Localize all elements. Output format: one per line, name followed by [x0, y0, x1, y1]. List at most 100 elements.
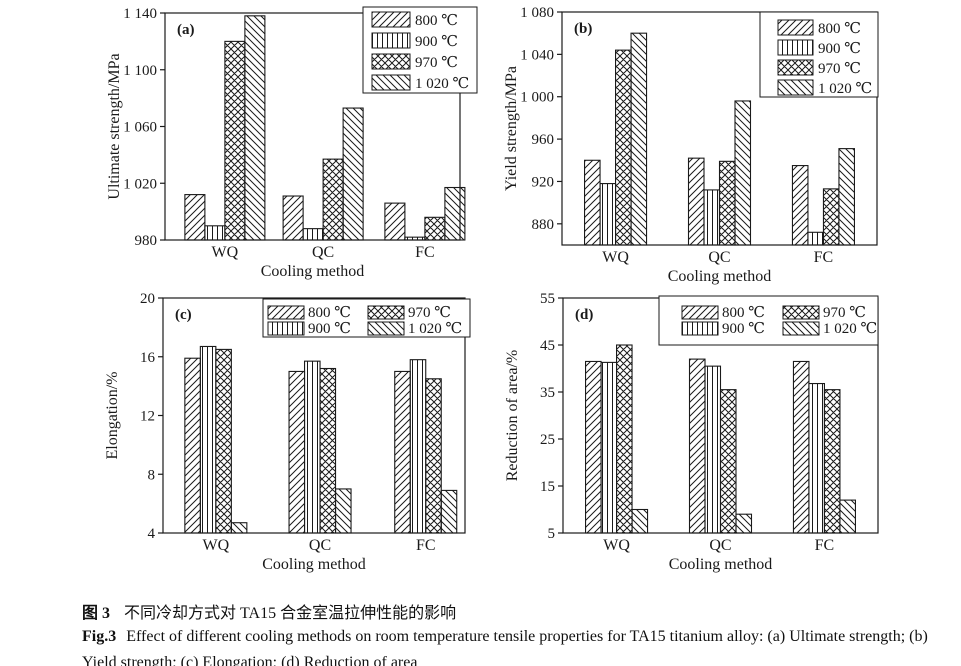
- panel-d: 5 15 25 35 45 55 WQ QC FC Cooling method Reduction…: [504, 291, 879, 573]
- bar-FC-1 020 ℃: [440, 489, 458, 534]
- bar-QC-900 ℃: [703, 189, 721, 246]
- bar-QC-1 020 ℃: [334, 488, 352, 534]
- bar-FC-800 ℃: [791, 165, 809, 246]
- caption-zh-text: 不同冷却方式对 TA15 合金室温拉伸性能的影响: [124, 605, 457, 622]
- legend-label: 900 ℃: [415, 34, 458, 50]
- legend-swatch-900 ℃: [681, 321, 719, 336]
- bar-FC-970 ℃: [822, 188, 840, 246]
- panel-letter: (c): [175, 307, 192, 323]
- y-tick-label: 1 020: [123, 176, 157, 192]
- y-tick-label: 920: [532, 174, 555, 190]
- bar-WQ-800 ℃: [584, 159, 601, 246]
- y-axis-label: Reduction of area/%: [504, 350, 521, 482]
- legend-label: 900 ℃: [308, 321, 351, 337]
- bar-FC-800 ℃: [792, 360, 810, 534]
- bar-WQ-970 ℃: [616, 344, 633, 534]
- category-label-FC: FC: [814, 249, 834, 266]
- y-tick-label: 8: [148, 467, 156, 483]
- bar-FC-800 ℃: [394, 370, 411, 534]
- legend-label: 970 ℃: [408, 305, 451, 321]
- bar-WQ-970 ℃: [224, 40, 246, 241]
- legend-swatch-900 ℃: [267, 321, 305, 336]
- x-axis-label: Cooling method: [669, 556, 773, 573]
- legend-label: 1 020 ℃: [823, 321, 877, 337]
- y-axis-label: Elongation/%: [104, 372, 121, 460]
- panel-letter: (b): [574, 21, 592, 37]
- legend-label: 800 ℃: [818, 21, 861, 37]
- legend-label: 970 ℃: [415, 55, 458, 71]
- y-tick-label: 1 080: [520, 5, 554, 21]
- panel-letter: (d): [575, 307, 593, 323]
- bar-WQ-1 020 ℃: [630, 32, 648, 246]
- y-tick-label: 1 140: [123, 6, 157, 22]
- legend-swatch-800 ℃: [681, 305, 719, 320]
- y-tick-label: 1 040: [520, 47, 554, 63]
- bar-FC-900 ℃: [807, 231, 825, 246]
- y-tick-label: 4: [148, 526, 156, 542]
- legend-swatch-1 020 ℃: [371, 74, 411, 91]
- y-tick-label: 5: [548, 526, 556, 542]
- bar-FC-800 ℃: [384, 202, 406, 241]
- bar-WQ-800 ℃: [585, 360, 602, 534]
- category-label-QC: QC: [708, 249, 730, 266]
- bar-QC-970 ℃: [322, 158, 344, 241]
- legend-box: [658, 295, 879, 346]
- y-tick-label: 1 000: [520, 90, 554, 106]
- y-axis-label: Ultimate strength/MPa: [106, 53, 123, 199]
- bar-QC-900 ℃: [303, 360, 321, 534]
- y-axis-label: Yield strength/MPa: [503, 66, 520, 191]
- category-label-QC: QC: [709, 537, 731, 554]
- legend-swatch-800 ℃: [777, 19, 814, 36]
- y-tick-label: 25: [540, 432, 555, 448]
- bar-FC-970 ℃: [424, 216, 446, 241]
- bar-WQ-900 ℃: [599, 183, 617, 246]
- bar-QC-800 ℃: [687, 157, 705, 246]
- caption-en-line1: Effect of different cooling methods on r…: [126, 628, 928, 645]
- panel-c: 4 8 12 16 20 WQ QC FC Cooling method Elongation/%…: [104, 291, 471, 573]
- y-tick-label: 1 060: [123, 120, 157, 136]
- legend-swatch-800 ℃: [267, 305, 305, 320]
- bar-WQ-1 020 ℃: [631, 508, 649, 534]
- legend-swatch-900 ℃: [371, 32, 411, 49]
- figure-charts-canvas: 980 1 020 1 060 1 100 1 140 WQ QC FC Cooling met…: [104, 5, 879, 573]
- bar-WQ-1 020 ℃: [244, 15, 266, 241]
- x-axis-label: Cooling method: [261, 263, 365, 280]
- legend-label: 900 ℃: [818, 41, 861, 57]
- bar-FC-900 ℃: [404, 236, 426, 241]
- bar-QC-1 020 ℃: [734, 100, 752, 246]
- bar-QC-970 ℃: [319, 367, 337, 534]
- panel-a: 980 1 020 1 060 1 100 1 140 WQ QC FC Cooling met…: [106, 6, 478, 280]
- category-label-WQ: WQ: [603, 537, 630, 554]
- legend-label: 800 ℃: [722, 305, 765, 321]
- y-tick-label: 880: [532, 217, 555, 233]
- y-tick-label: 20: [140, 291, 155, 307]
- category-label-WQ: WQ: [203, 537, 230, 554]
- bar-QC-800 ℃: [688, 358, 706, 534]
- bar-QC-800 ℃: [288, 370, 306, 534]
- category-label-QC: QC: [312, 244, 334, 261]
- y-tick-label: 45: [540, 338, 555, 354]
- category-label-FC: FC: [815, 537, 835, 554]
- bar-QC-900 ℃: [704, 365, 722, 534]
- y-tick-label: 960: [532, 132, 555, 148]
- bar-QC-1 020 ℃: [735, 513, 753, 534]
- category-label-FC: FC: [416, 537, 436, 554]
- bar-WQ-900 ℃: [204, 225, 226, 241]
- legend-label: 1 020 ℃: [415, 76, 469, 92]
- panel-letter: (a): [177, 22, 195, 38]
- legend-swatch-900 ℃: [777, 39, 814, 56]
- bar-QC-1 020 ℃: [342, 107, 364, 241]
- caption-zh-label: 图 3: [82, 605, 111, 622]
- legend-swatch-970 ℃: [371, 53, 411, 70]
- category-label-FC: FC: [415, 244, 435, 261]
- legend-swatch-1 020 ℃: [782, 321, 820, 336]
- category-label-QC: QC: [309, 537, 331, 554]
- caption-chinese: 图 3 不同冷却方式对 TA15 合金室温拉伸性能的影响: [82, 599, 456, 623]
- bar-WQ-970 ℃: [615, 49, 632, 246]
- bar-FC-970 ℃: [425, 378, 442, 534]
- y-tick-label: 15: [540, 479, 555, 495]
- caption-en-label: Fig.3: [82, 628, 117, 645]
- legend-swatch-970 ℃: [777, 59, 814, 76]
- bar-FC-1 020 ℃: [838, 148, 856, 246]
